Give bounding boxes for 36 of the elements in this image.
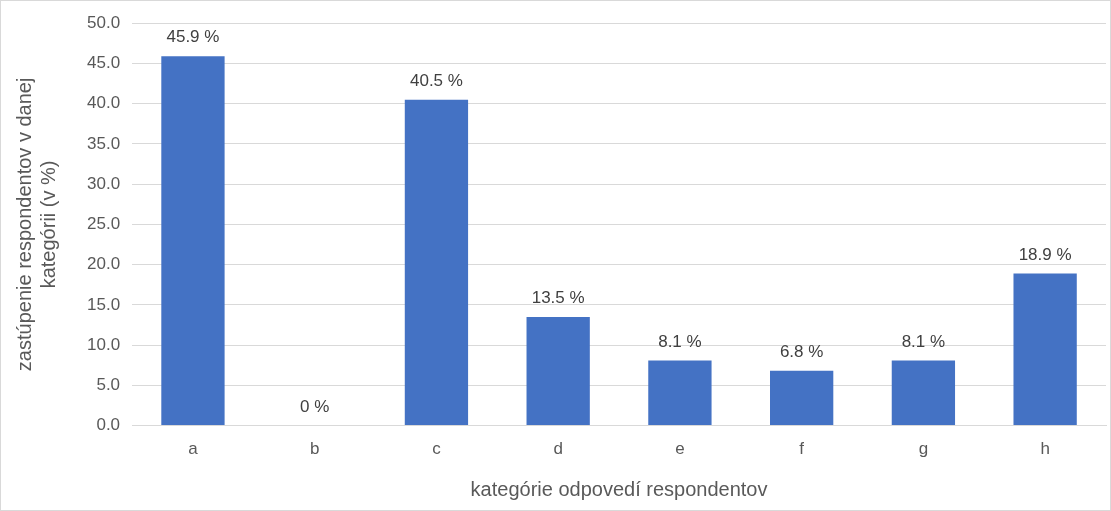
bar xyxy=(161,56,225,426)
bar xyxy=(404,99,469,426)
y-tick-label: 50.0 xyxy=(86,12,121,32)
x-tick-label: a xyxy=(188,439,199,459)
data-label: 13.5 % xyxy=(531,288,585,308)
y-tick-label: 5.0 xyxy=(96,375,121,395)
x-axis-title: kategórie odpovedí respondentov xyxy=(470,477,768,500)
y-tick-label: 15.0 xyxy=(86,294,121,314)
y-tick-label: 40.0 xyxy=(86,93,121,113)
data-label: 0 % xyxy=(300,396,330,416)
y-axis-title: zastúpenie respondentov v danej kategórii (v %) xyxy=(12,77,59,372)
y-tick-label: 45.0 xyxy=(86,53,121,73)
bar xyxy=(648,360,712,426)
y-tick-label: 10.0 xyxy=(86,334,121,354)
bar xyxy=(526,316,590,426)
data-label: 18.9 % xyxy=(1018,244,1072,264)
x-tick-label: d xyxy=(553,439,563,459)
x-tick-label: f xyxy=(799,439,805,459)
bar xyxy=(1013,273,1077,426)
bar xyxy=(891,360,956,426)
y-tick-label: 20.0 xyxy=(86,254,121,274)
x-tick-label: e xyxy=(675,439,685,459)
x-tick-label: h xyxy=(1040,439,1050,459)
data-label: 40.5 % xyxy=(409,70,463,90)
y-tick-label: 30.0 xyxy=(86,173,121,193)
y-tick-label: 0.0 xyxy=(96,415,121,435)
x-tick-label: b xyxy=(309,439,320,459)
data-label: 8.1 % xyxy=(658,331,702,351)
x-tick-label: g xyxy=(918,439,929,459)
data-label: 45.9 % xyxy=(166,27,220,47)
y-tick-label: 25.0 xyxy=(86,214,121,234)
x-tick-label: c xyxy=(432,439,442,459)
y-tick-label: 35.0 xyxy=(86,133,121,153)
data-label: 8.1 % xyxy=(901,331,946,351)
bar xyxy=(770,370,834,426)
data-label: 6.8 % xyxy=(779,342,824,362)
